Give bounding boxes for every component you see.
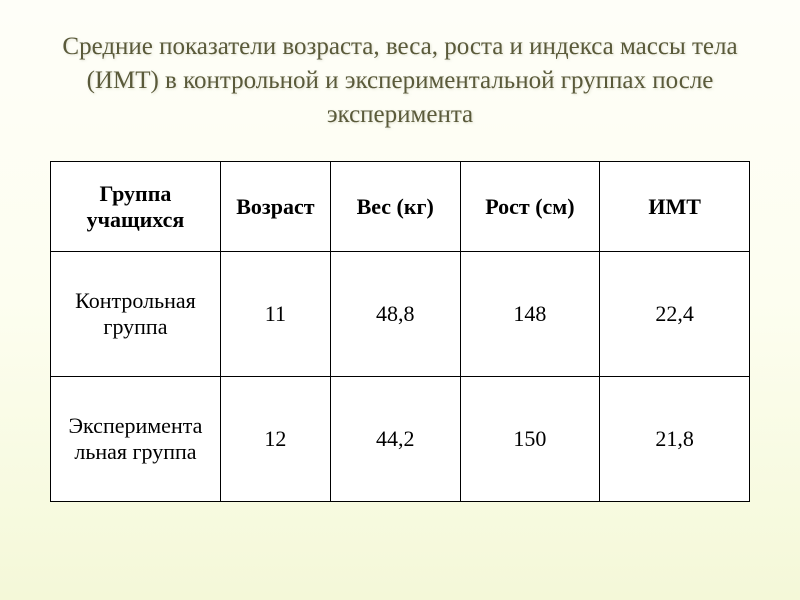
cell-bmi: 21,8 [600, 377, 750, 502]
col-header-bmi: ИМТ [600, 162, 750, 252]
slide-title: Средние показатели возраста, веса, роста… [40, 30, 760, 131]
table-header-row: Группа учащихся Возраст Вес (кг) Рост (с… [51, 162, 750, 252]
cell-bmi: 22,4 [600, 252, 750, 377]
cell-weight: 44,2 [330, 377, 460, 502]
cell-age: 12 [220, 377, 330, 502]
row-label: Эксперимента льная группа [51, 377, 221, 502]
table-body: Контрольная группа 11 48,8 148 22,4 Эксп… [51, 252, 750, 502]
slide-container: Средние показатели возраста, веса, роста… [0, 0, 800, 600]
col-header-age: Возраст [220, 162, 330, 252]
table-row: Эксперимента льная группа 12 44,2 150 21… [51, 377, 750, 502]
cell-age: 11 [220, 252, 330, 377]
col-header-height: Рост (см) [460, 162, 600, 252]
data-table: Группа учащихся Возраст Вес (кг) Рост (с… [50, 161, 750, 502]
row-label: Контрольная группа [51, 252, 221, 377]
table-header: Группа учащихся Возраст Вес (кг) Рост (с… [51, 162, 750, 252]
cell-height: 148 [460, 252, 600, 377]
table-row: Контрольная группа 11 48,8 148 22,4 [51, 252, 750, 377]
cell-weight: 48,8 [330, 252, 460, 377]
col-header-group: Группа учащихся [51, 162, 221, 252]
cell-height: 150 [460, 377, 600, 502]
col-header-weight: Вес (кг) [330, 162, 460, 252]
